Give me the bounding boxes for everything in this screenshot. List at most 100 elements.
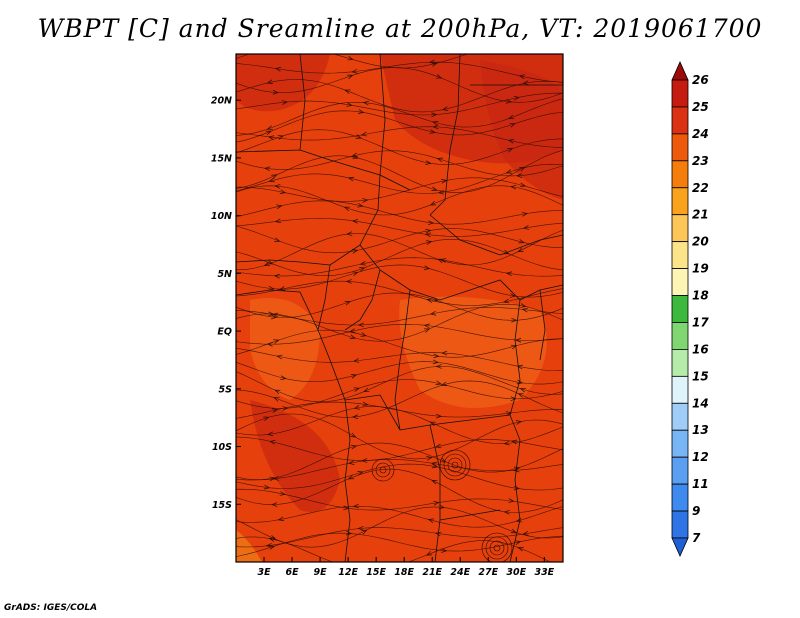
streamline-arrow: [519, 182, 527, 188]
streamline: [236, 347, 563, 372]
field-patch: [399, 296, 547, 408]
streamline-arrow: [435, 443, 442, 449]
colorbar-label: 25: [692, 100, 709, 114]
streamline-arrow: [274, 389, 281, 395]
border-line: [509, 299, 521, 416]
colorbar-label: 18: [692, 289, 709, 303]
streamline-arrow: [435, 380, 442, 385]
streamline-arrow: [423, 328, 431, 333]
streamline-arrow: [276, 354, 283, 360]
streamline-arrow: [273, 273, 280, 279]
border-line: [344, 269, 381, 331]
streamline-arrow: [357, 471, 364, 476]
colorbar-segment: [671, 187, 689, 216]
streamline-arrow: [280, 375, 287, 380]
streamline-arrow: [428, 59, 435, 65]
streamline-arrow: [263, 261, 271, 267]
x-tick-label: 9E: [314, 567, 328, 578]
streamline-arrow: [282, 406, 289, 411]
border-line: [429, 54, 461, 216]
streamline-arrow: [353, 387, 360, 392]
streamline-gyre: [451, 461, 459, 469]
streamline: [236, 126, 563, 148]
streamline-arrow: [278, 286, 286, 291]
streamline-arrow: [429, 310, 437, 316]
border-line: [359, 244, 563, 301]
colorbar-segment: [671, 483, 689, 512]
streamline-gyre: [485, 536, 509, 560]
streamline: [236, 361, 563, 385]
y-axis: 20N 15N 10N 5N EQ 5S 10S 15S: [211, 96, 241, 511]
streamline-gyre: [371, 458, 395, 482]
plot-frame: [235, 53, 564, 563]
y-tick-label: 5S: [219, 384, 233, 395]
streamline-arrow: [268, 177, 275, 183]
streamline: [236, 61, 563, 83]
colorbar-label: 7: [692, 531, 701, 545]
border-line: [429, 214, 563, 256]
colorbar-label: 13: [692, 423, 709, 437]
y-tick-label: 10S: [212, 442, 232, 453]
streamline: [236, 129, 563, 165]
streamline-arrow: [519, 388, 527, 393]
streamline-arrow: [432, 121, 439, 126]
y-tick-label: 10N: [211, 211, 232, 222]
streamline: [236, 406, 563, 444]
streamline-arrow: [433, 501, 440, 506]
colorbar-segment: [671, 322, 689, 350]
streamline-arrow: [517, 393, 524, 398]
colorbar-label: 17: [692, 315, 709, 329]
streamline-arrow: [440, 457, 447, 463]
border-line: [429, 424, 441, 562]
streamline-arrow: [520, 303, 527, 308]
chart-title: WBPT [C] and Sreamline at 200hPa, VT: 20…: [37, 14, 763, 43]
streamline: [236, 98, 563, 136]
streamline-arrow: [429, 129, 436, 134]
streamline-arrow: [357, 322, 364, 328]
y-tick-label: 15N: [211, 153, 232, 164]
streamline: [236, 505, 563, 528]
streamline: [236, 257, 563, 277]
streamline-arrow: [347, 474, 355, 480]
colorbar-label: 16: [692, 342, 709, 356]
streamline-arrow: [507, 114, 515, 120]
streamline-arrow: [435, 364, 442, 369]
streamline-arrow: [433, 353, 440, 359]
colorbar-label: 15: [692, 369, 709, 383]
streamline: [236, 468, 563, 513]
streamline-arrow: [505, 169, 513, 174]
streamline-arrow: [425, 551, 433, 556]
streamline-arrow: [268, 311, 275, 317]
streamline-arrow: [346, 102, 353, 107]
streamline-gyre: [493, 544, 501, 552]
colorbar-label: 20: [692, 235, 709, 249]
streamline-arrow: [347, 55, 354, 61]
streamline: [236, 380, 563, 418]
streamline-arrow: [274, 237, 281, 242]
streamline-arrow: [439, 258, 447, 263]
streamline-arrow: [272, 476, 279, 481]
streamline: [236, 329, 563, 358]
colorbar-segment: [671, 375, 689, 404]
streamline-arrow: [357, 525, 364, 531]
streamline-arrow: [268, 545, 276, 550]
streamline-arrow: [517, 546, 524, 552]
streamline-gyre: [379, 466, 387, 474]
streamline-arrow: [511, 317, 518, 323]
streamline-arrow: [515, 173, 523, 178]
streamline-arrow: [267, 431, 274, 437]
x-tick-label: 18E: [394, 567, 414, 578]
colorbar-segment: [671, 106, 689, 135]
streamline-arrow: [360, 332, 367, 337]
streamline-arrow: [431, 479, 438, 485]
streamline-arrow: [503, 298, 510, 304]
streamline-arrow: [267, 259, 274, 265]
colorbar-segment: [671, 160, 689, 189]
streamline-arrow: [360, 131, 368, 137]
streamline-arrow: [349, 334, 357, 339]
streamline: [236, 200, 563, 225]
streamline: [236, 459, 563, 481]
colorbar-label: 19: [692, 262, 709, 276]
streamline-arrow: [438, 504, 446, 510]
